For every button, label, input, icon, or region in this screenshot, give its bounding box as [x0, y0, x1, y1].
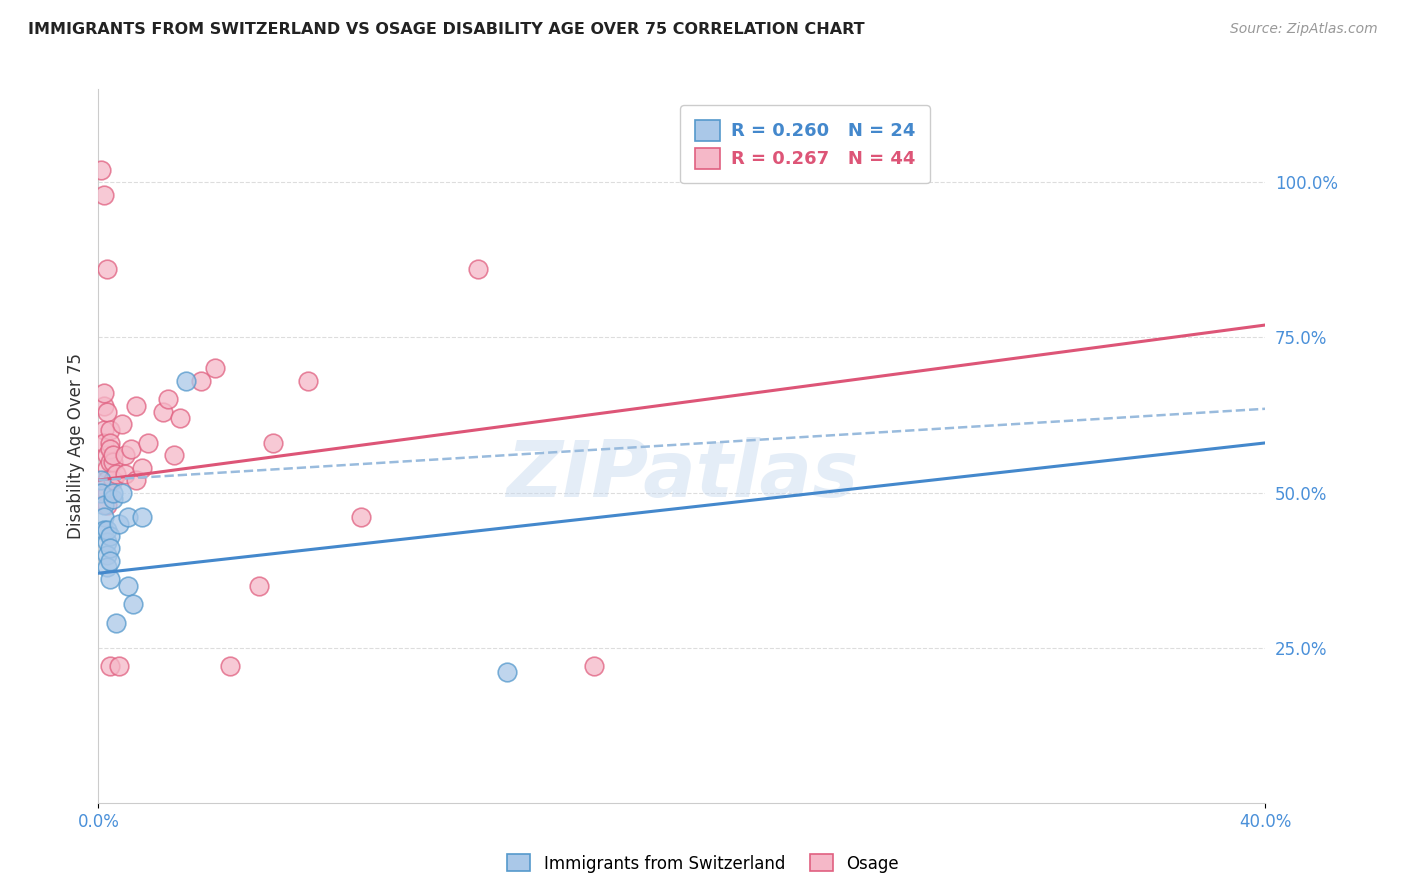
Legend: R = 0.260   N = 24, R = 0.267   N = 44: R = 0.260 N = 24, R = 0.267 N = 44	[681, 105, 929, 183]
Point	[152, 405, 174, 419]
Point	[297, 374, 319, 388]
Point	[350, 510, 373, 524]
Point	[169, 411, 191, 425]
Point	[131, 510, 153, 524]
Point	[111, 485, 134, 500]
Point	[117, 579, 139, 593]
Point	[93, 510, 115, 524]
Text: Source: ZipAtlas.com: Source: ZipAtlas.com	[1230, 22, 1378, 37]
Point	[157, 392, 180, 407]
Point	[96, 460, 118, 475]
Point	[98, 454, 121, 468]
Point	[98, 529, 121, 543]
Point	[467, 262, 489, 277]
Point	[262, 436, 284, 450]
Point	[163, 448, 186, 462]
Point	[98, 442, 121, 456]
Point	[96, 405, 118, 419]
Point	[93, 187, 115, 202]
Point	[495, 665, 517, 680]
Point	[93, 498, 115, 512]
Point	[101, 491, 124, 506]
Point	[114, 448, 136, 462]
Point	[96, 560, 118, 574]
Point	[101, 448, 124, 462]
Point	[111, 417, 134, 432]
Point	[583, 659, 606, 673]
Point	[174, 374, 197, 388]
Point	[93, 523, 115, 537]
Point	[96, 262, 118, 277]
Point	[108, 516, 131, 531]
Point	[96, 485, 118, 500]
Point	[90, 473, 112, 487]
Point	[247, 579, 270, 593]
Point	[98, 541, 121, 556]
Point	[104, 615, 127, 630]
Point	[117, 510, 139, 524]
Point	[96, 535, 118, 549]
Point	[93, 436, 115, 450]
Text: ZIPatlas: ZIPatlas	[506, 436, 858, 513]
Point	[90, 485, 112, 500]
Point	[131, 460, 153, 475]
Point	[98, 659, 121, 673]
Point	[101, 485, 124, 500]
Point	[190, 374, 212, 388]
Text: IMMIGRANTS FROM SWITZERLAND VS OSAGE DISABILITY AGE OVER 75 CORRELATION CHART: IMMIGRANTS FROM SWITZERLAND VS OSAGE DIS…	[28, 22, 865, 37]
Point	[120, 442, 142, 456]
Point	[204, 361, 226, 376]
Point	[108, 659, 131, 673]
Point	[125, 473, 148, 487]
Point	[218, 659, 240, 673]
Point	[104, 467, 127, 481]
Point	[98, 573, 121, 587]
Point	[96, 523, 118, 537]
Y-axis label: Disability Age Over 75: Disability Age Over 75	[66, 353, 84, 539]
Point	[96, 473, 118, 487]
Point	[98, 424, 121, 438]
Point	[136, 436, 159, 450]
Point	[93, 386, 115, 401]
Point	[93, 424, 115, 438]
Point	[122, 597, 145, 611]
Point	[96, 448, 118, 462]
Point	[93, 399, 115, 413]
Point	[90, 162, 112, 177]
Legend: Immigrants from Switzerland, Osage: Immigrants from Switzerland, Osage	[501, 847, 905, 880]
Point	[96, 548, 118, 562]
Point	[98, 436, 121, 450]
Point	[125, 399, 148, 413]
Point	[101, 473, 124, 487]
Point	[101, 454, 124, 468]
Point	[114, 467, 136, 481]
Point	[98, 554, 121, 568]
Point	[96, 498, 118, 512]
